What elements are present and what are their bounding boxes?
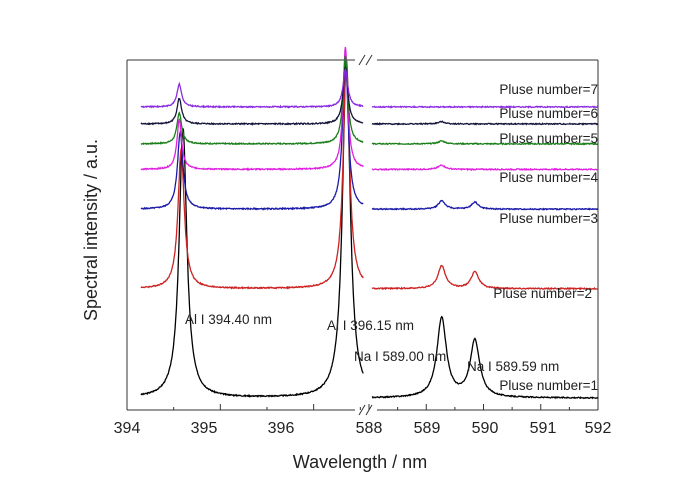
axis-break-slash xyxy=(358,404,366,416)
series-line-pulse-1-right xyxy=(371,315,599,400)
axis-break-slash xyxy=(365,54,373,66)
tick-label-591: 591 xyxy=(530,420,557,437)
y-axis-title: Spectral intensity / a.u. xyxy=(81,139,101,321)
series-line-pulse-5-right xyxy=(371,140,599,146)
peak-annotation-na-589-00: Na I 589.00 nm xyxy=(354,349,446,364)
chart-labels: 394 395 396 588 589 590 591 592 Waveleng… xyxy=(81,82,611,472)
series-line-pulse-2-left xyxy=(140,58,364,290)
series-line-pulse-6-left xyxy=(140,66,364,126)
series-line-pulse-3-right xyxy=(371,199,599,211)
legend-label-2: Pluse number=2 xyxy=(493,286,592,301)
series-line-pulse-7-left xyxy=(140,67,364,109)
peak-annotation-al-396: Al I 396.15 nm xyxy=(327,318,414,333)
x-axis-title: Wavelength / nm xyxy=(293,452,427,472)
series-line-pulse-4-right xyxy=(371,164,599,172)
series-line-pulse-7-right xyxy=(371,105,599,109)
tick-label-396: 396 xyxy=(268,420,295,437)
chart-axes xyxy=(126,54,599,416)
legend-label-6: Pluse number=6 xyxy=(499,106,598,121)
tick-label-395: 395 xyxy=(191,420,218,437)
series-line-pulse-6-right xyxy=(371,120,599,126)
axis-break-bottom xyxy=(355,404,377,416)
tick-label-590: 590 xyxy=(472,420,499,437)
peak-annotation-na-589-59: Na I 589.59 nm xyxy=(467,359,559,374)
tick-label-592: 592 xyxy=(585,420,612,437)
legend-label-1: Pluse number=1 xyxy=(499,378,598,393)
series-line-pulse-3-left xyxy=(140,55,364,211)
series-line-pulse-2-right xyxy=(371,264,599,291)
legend-label-7: Pluse number=7 xyxy=(499,82,598,97)
series-line-pulse-1-left xyxy=(140,59,364,398)
tick-label-589: 589 xyxy=(414,420,441,437)
series-line-pulse-5-left xyxy=(140,55,364,146)
series-line-pulse-4-left xyxy=(140,46,364,172)
tick-label-588: 588 xyxy=(356,420,383,437)
tick-label-394: 394 xyxy=(114,420,141,437)
axis-break-slash xyxy=(358,54,366,66)
legend-label-4: Pluse number=4 xyxy=(499,170,598,185)
chart-series xyxy=(140,46,599,400)
legend-label-5: Pluse number=5 xyxy=(499,131,598,146)
peak-annotation-al-394: Al I 394.40 nm xyxy=(185,312,272,327)
axis-break-top xyxy=(355,54,377,66)
legend-label-3: Pluse number=3 xyxy=(499,211,598,226)
